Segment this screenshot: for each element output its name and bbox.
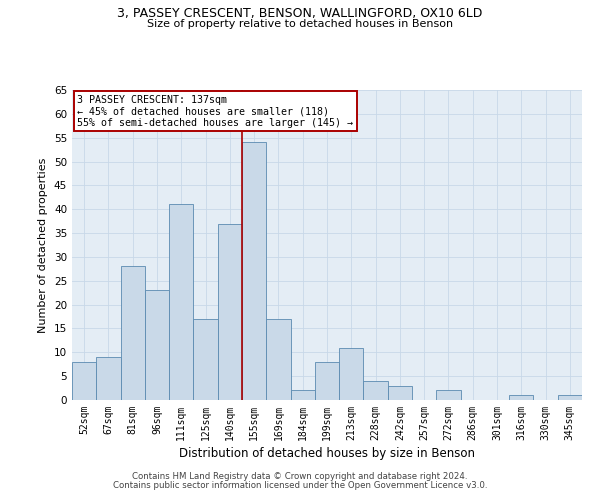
Bar bbox=[145, 290, 169, 400]
Bar bbox=[339, 348, 364, 400]
Bar bbox=[315, 362, 339, 400]
Bar bbox=[388, 386, 412, 400]
Text: 3, PASSEY CRESCENT, BENSON, WALLINGFORD, OX10 6LD: 3, PASSEY CRESCENT, BENSON, WALLINGFORD,… bbox=[118, 8, 482, 20]
Bar bbox=[121, 266, 145, 400]
Bar bbox=[169, 204, 193, 400]
Bar bbox=[266, 319, 290, 400]
Y-axis label: Number of detached properties: Number of detached properties bbox=[38, 158, 49, 332]
Text: Contains public sector information licensed under the Open Government Licence v3: Contains public sector information licen… bbox=[113, 481, 487, 490]
Bar bbox=[218, 224, 242, 400]
Text: Contains HM Land Registry data © Crown copyright and database right 2024.: Contains HM Land Registry data © Crown c… bbox=[132, 472, 468, 481]
Bar bbox=[193, 319, 218, 400]
Bar bbox=[242, 142, 266, 400]
Text: Distribution of detached houses by size in Benson: Distribution of detached houses by size … bbox=[179, 448, 475, 460]
Bar bbox=[290, 390, 315, 400]
Bar bbox=[364, 381, 388, 400]
Bar bbox=[436, 390, 461, 400]
Bar bbox=[72, 362, 96, 400]
Text: 3 PASSEY CRESCENT: 137sqm
← 45% of detached houses are smaller (118)
55% of semi: 3 PASSEY CRESCENT: 137sqm ← 45% of detac… bbox=[77, 94, 353, 128]
Bar bbox=[558, 395, 582, 400]
Bar bbox=[96, 357, 121, 400]
Text: Size of property relative to detached houses in Benson: Size of property relative to detached ho… bbox=[147, 19, 453, 29]
Bar bbox=[509, 395, 533, 400]
